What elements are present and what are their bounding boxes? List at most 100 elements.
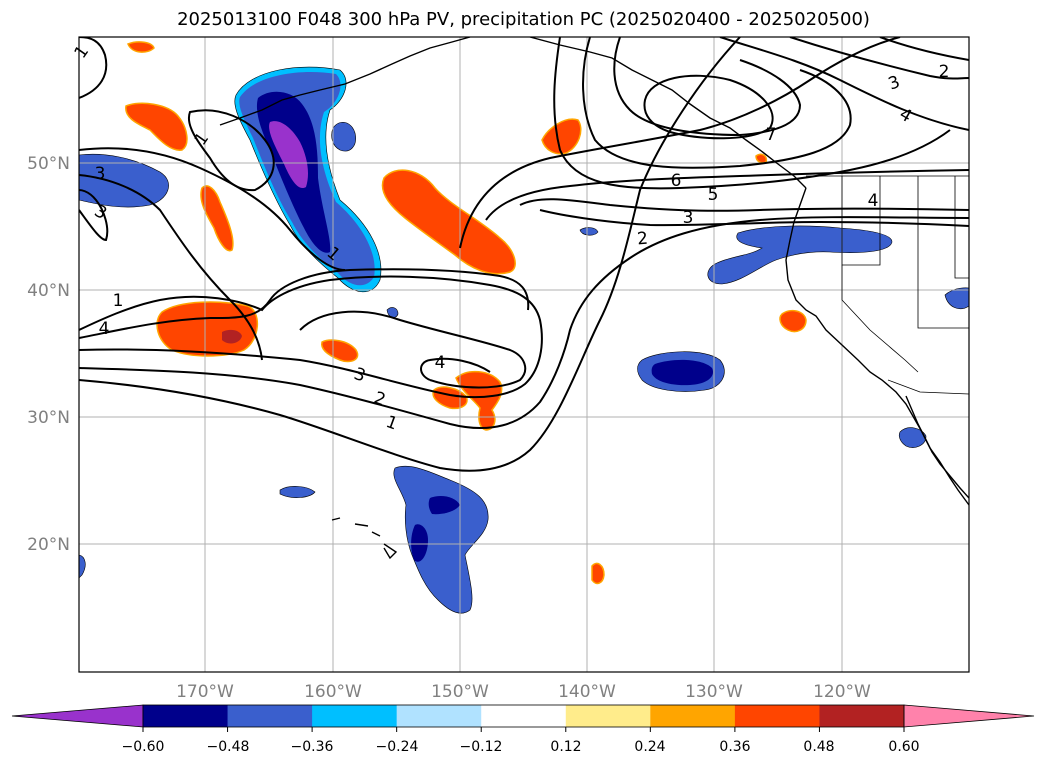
pv-contour: [79, 216, 969, 430]
colorbar-tick-label: −0.48: [207, 739, 250, 755]
pv-contour: [420, 357, 491, 381]
pv-contour: [789, 37, 969, 80]
precip-negative-area: [428, 496, 460, 515]
colorbar-tick-label: −0.12: [460, 739, 503, 755]
colorbar-segment: [481, 705, 567, 727]
colorbar-segment: [227, 705, 313, 727]
border-state: [841, 176, 881, 266]
colorbar-segment: [734, 705, 820, 727]
contour-label: 5: [708, 185, 719, 205]
pv-contour: [79, 189, 109, 242]
colorbar-tick-label: 0.24: [634, 739, 665, 755]
coastline-north-america: [785, 187, 969, 506]
precip-negative-area: [279, 486, 316, 498]
gridlines: [79, 37, 969, 672]
precip-negative-area: [393, 465, 489, 614]
precip-positive-area: [125, 102, 188, 151]
pv-contour: [613, 37, 802, 137]
colorbar-extend-min: [11, 704, 144, 728]
border-state: [841, 265, 919, 373]
precip-negative-area: [386, 307, 399, 318]
contour-label: 4: [868, 191, 879, 211]
precip-negative-area: [411, 524, 428, 562]
precip-positive-area: [779, 309, 807, 333]
coastline-hawaii: [331, 517, 398, 560]
precip-negative-area: [651, 359, 714, 386]
pv-contour: [582, 37, 852, 169]
precip-negative-area: [579, 227, 599, 236]
colorbar-frame: [142, 704, 905, 728]
pv-contour: [187, 109, 275, 192]
precip-negative-area: [944, 287, 969, 309]
contour-label: 1: [113, 291, 124, 311]
lat-tick-label: 50°N: [27, 154, 70, 174]
precip-positive-area: [156, 301, 258, 357]
precip-negative-area: [79, 554, 86, 579]
colorbar-tick-label: 0.36: [719, 739, 750, 755]
coastlines: [219, 37, 969, 560]
contour-label: 3: [683, 208, 694, 228]
colorbar-tick-label: 0.60: [888, 739, 919, 755]
lat-tick-label: 40°N: [27, 281, 70, 301]
pv-contour: [643, 74, 774, 140]
precip-negative-area: [269, 121, 308, 189]
colorbar-tick-label: 0.12: [550, 739, 581, 755]
lon-tick-label: 120°W: [813, 682, 871, 702]
lon-tick-label: 140°W: [558, 682, 616, 702]
longitude-labels: 170°W 160°W 150°W 140°W 130°W 120°W: [176, 682, 871, 702]
pv-contour: [519, 198, 969, 212]
precip-negative-area: [898, 427, 927, 448]
pv-contour: [879, 37, 969, 61]
contour-label: 4: [99, 319, 110, 339]
precip-positive-area: [755, 153, 768, 164]
coastline-alaska: [529, 37, 807, 189]
pv-contour: [79, 268, 530, 339]
contour-label: 6: [671, 171, 682, 191]
pv-contour: [299, 310, 527, 389]
colorbar-segment: [819, 705, 905, 727]
colorbar-segment: [396, 705, 482, 727]
pv-contour: [539, 209, 969, 227]
pv-contours: [79, 37, 969, 472]
border-us-mexico: [887, 379, 969, 395]
map-frame: [78, 36, 970, 673]
colorbar-extend-max: [903, 704, 1035, 728]
colorbar-segment: [565, 705, 651, 727]
colorbar-segment: [650, 705, 736, 727]
colorbar: −0.60 −0.48 −0.36 −0.24 −0.12 0.12 0.24 …: [11, 704, 1035, 755]
pv-contour: [553, 37, 951, 190]
latitude-labels: 20°N 30°N 40°N 50°N: [27, 154, 70, 555]
lat-tick-label: 30°N: [27, 408, 70, 428]
precip-negative-area: [79, 153, 169, 208]
colorbar-tick-label: 0.48: [803, 739, 834, 755]
precip-positive-area: [381, 169, 516, 275]
precip-positive-area: [200, 185, 234, 252]
colorbar-tick-label: −0.60: [122, 739, 165, 755]
contour-label: 4: [435, 353, 446, 373]
colorbar-segment: [143, 705, 229, 727]
lon-tick-label: 130°W: [685, 682, 743, 702]
pv-contour: [79, 275, 543, 399]
colorbar-labels: −0.60 −0.48 −0.36 −0.24 −0.12 0.12 0.24 …: [122, 739, 920, 755]
precip-negative-area: [331, 121, 356, 152]
precip-fields: [79, 41, 969, 614]
pv-contour: [719, 37, 969, 131]
borders: [806, 175, 969, 395]
precip-positive-area: [591, 562, 605, 585]
pv-contour: [79, 37, 108, 99]
pv-contour: [459, 37, 901, 249]
precip-negative-area: [707, 225, 893, 285]
pv-contour: [79, 174, 263, 361]
lon-tick-label: 150°W: [431, 682, 489, 702]
precip-positive-area: [127, 41, 155, 53]
precip-positive-area: [541, 118, 582, 155]
precip-positive-area: [321, 339, 359, 363]
precip-positive-area: [222, 329, 242, 344]
border-state: [917, 176, 969, 329]
contour-label: 2: [939, 62, 950, 82]
contour-label: 2: [636, 229, 649, 250]
coastline-alaska: [219, 37, 471, 126]
chart-title: 2025013100 F048 300 hPa PV, precipitatio…: [177, 9, 870, 30]
coastline-baja: [905, 395, 969, 499]
colorbar-tick-label: −0.24: [376, 739, 419, 755]
